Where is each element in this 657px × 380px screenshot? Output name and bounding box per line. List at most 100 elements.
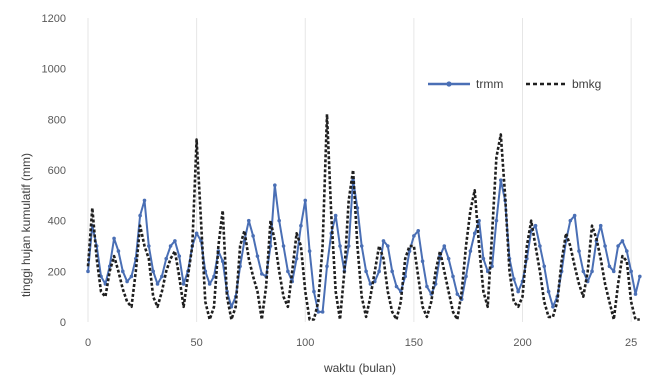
- legend-marker-trmm: [446, 81, 452, 87]
- y-tick-labels: 0 200 400 600 800 1000 1200: [42, 13, 66, 329]
- data-point-trmm: [316, 310, 321, 314]
- data-point-trmm: [512, 277, 516, 281]
- data-point-trmm: [138, 213, 142, 218]
- data-point-trmm: [468, 249, 473, 253]
- data-point-trmm: [220, 259, 225, 264]
- data-point-trmm: [155, 282, 160, 286]
- data-point-trmm: [598, 223, 603, 228]
- data-point-trmm: [173, 239, 177, 243]
- data-point-trmm: [120, 269, 125, 274]
- data-point-trmm: [620, 239, 625, 243]
- x-tick-labels: 0 50 100 150 200 25: [85, 337, 637, 349]
- x-tick-label: 150: [405, 337, 423, 349]
- x-tick-label: 50: [191, 337, 203, 349]
- data-point-trmm: [151, 269, 155, 274]
- data-point-trmm: [125, 279, 129, 284]
- data-point-trmm: [616, 244, 620, 248]
- legend: trmm bmkg: [428, 77, 601, 91]
- data-point-trmm: [451, 274, 455, 279]
- data-point-trmm: [377, 269, 381, 274]
- data-point-trmm: [416, 229, 421, 233]
- data-point-trmm: [498, 178, 503, 182]
- data-point-trmm: [629, 269, 633, 274]
- data-point-trmm: [207, 282, 212, 286]
- data-point-trmm: [546, 289, 551, 294]
- x-tick-label: 0: [85, 337, 91, 349]
- data-point-trmm: [164, 256, 169, 261]
- y-tick-label: 0: [60, 317, 66, 329]
- data-point-trmm: [494, 218, 499, 223]
- data-point-trmm: [194, 231, 199, 236]
- data-point-trmm: [260, 272, 264, 276]
- data-point-trmm: [181, 282, 186, 286]
- data-point-trmm: [590, 269, 594, 274]
- data-point-trmm: [455, 292, 460, 296]
- data-point-trmm: [446, 256, 451, 261]
- data-point-trmm: [251, 234, 255, 238]
- data-point-trmm: [273, 183, 277, 187]
- data-point-trmm: [359, 244, 364, 248]
- x-tick-label: 25: [625, 337, 637, 349]
- legend-item-trmm: trmm: [428, 77, 503, 91]
- data-point-trmm: [333, 213, 338, 218]
- y-tick-label: 600: [48, 165, 66, 177]
- series-line-bmkg: [86, 113, 640, 321]
- data-point-trmm: [246, 218, 251, 223]
- data-point-trmm: [464, 274, 468, 279]
- data-point-trmm: [516, 289, 520, 294]
- y-tick-label: 200: [48, 266, 66, 278]
- data-point-trmm: [633, 292, 638, 296]
- data-point-trmm: [638, 274, 642, 279]
- data-point-trmm: [551, 305, 555, 309]
- data-point-trmm: [346, 244, 351, 248]
- data-point-trmm: [381, 239, 386, 243]
- data-point-trmm: [472, 231, 477, 236]
- legend-label-bmkg: bmkg: [572, 77, 601, 91]
- data-point-trmm: [129, 274, 134, 279]
- data-point-trmm: [394, 284, 399, 289]
- data-point-trmm: [538, 244, 542, 248]
- data-point-trmm: [442, 244, 447, 248]
- data-point-trmm: [420, 259, 425, 264]
- data-point-trmm: [390, 269, 394, 274]
- data-point-trmm: [611, 269, 616, 274]
- legend-label-trmm: trmm: [476, 77, 503, 91]
- data-point-trmm: [581, 269, 586, 274]
- data-point-trmm: [112, 236, 116, 241]
- legend-item-bmkg: bmkg: [526, 77, 601, 91]
- y-tick-label: 1200: [42, 13, 66, 25]
- data-point-trmm: [607, 264, 612, 269]
- series-line-trmm: [87, 179, 641, 313]
- data-point-trmm: [142, 198, 147, 203]
- y-tick-label: 800: [48, 114, 66, 126]
- data-point-trmm: [307, 249, 312, 253]
- data-point-trmm: [325, 264, 329, 269]
- data-point-trmm: [168, 244, 173, 248]
- y-axis-title: tinggi hujan kumulatif (mm): [19, 153, 33, 297]
- data-point-trmm: [577, 249, 581, 253]
- series-layer: [86, 113, 642, 321]
- data-point-trmm: [386, 244, 390, 248]
- data-point-trmm: [303, 198, 308, 203]
- data-point-trmm: [364, 269, 368, 274]
- x-tick-label: 100: [296, 337, 314, 349]
- data-point-trmm: [312, 289, 316, 294]
- data-point-trmm: [481, 256, 486, 261]
- data-point-trmm: [86, 269, 90, 274]
- data-point-trmm: [255, 254, 260, 258]
- data-point-trmm: [533, 223, 538, 228]
- data-point-trmm: [160, 274, 164, 279]
- data-point-trmm: [320, 310, 325, 314]
- data-point-trmm: [568, 218, 573, 223]
- data-point-trmm: [281, 244, 286, 248]
- data-point-trmm: [294, 256, 299, 261]
- data-point-trmm: [368, 282, 373, 286]
- x-tick-label: 200: [513, 337, 531, 349]
- data-point-trmm: [603, 244, 607, 248]
- data-point-trmm: [412, 234, 416, 238]
- y-tick-label: 1000: [42, 64, 66, 76]
- data-point-trmm: [572, 213, 577, 218]
- data-point-trmm: [116, 249, 121, 253]
